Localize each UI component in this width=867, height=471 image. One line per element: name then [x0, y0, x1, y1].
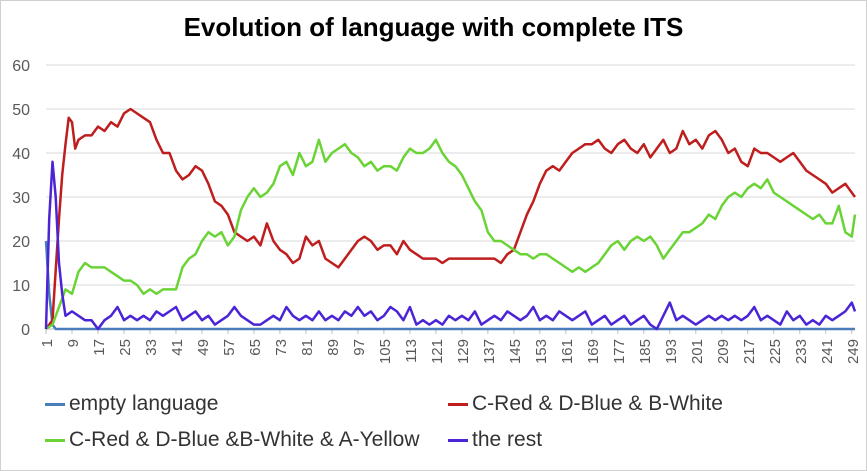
- legend-label: C-Red & D-Blue &B-White & A-Yellow: [69, 428, 420, 451]
- x-tick-label: 81: [299, 339, 316, 356]
- x-tick-label: 49: [195, 339, 212, 356]
- x-tick-label: 97: [351, 339, 368, 356]
- legend-label: C-Red & D-Blue & B-White: [472, 392, 723, 415]
- x-tick-label: 121: [429, 339, 446, 364]
- legend-swatch: [45, 438, 65, 442]
- x-tick-label: 113: [403, 339, 420, 363]
- y-tick-label: 50: [12, 102, 30, 119]
- x-tick-label: 33: [143, 339, 160, 356]
- x-tick-label: 129: [455, 339, 472, 364]
- x-tick-label: 89: [325, 339, 342, 356]
- x-tick-label: 161: [559, 339, 576, 364]
- y-tick-label: 30: [12, 190, 30, 207]
- x-tick-label: 41: [169, 339, 186, 356]
- x-tick-label: 201: [689, 339, 706, 364]
- legend-swatch: [448, 402, 468, 406]
- x-tick-label: 193: [663, 339, 680, 364]
- series-line-3: [45, 138, 857, 331]
- legend-label: empty language: [69, 392, 219, 415]
- y-tick-label: 10: [12, 278, 30, 295]
- x-tick-label: 57: [221, 339, 238, 356]
- y-tick-label: 0: [21, 322, 30, 339]
- x-tick-label: 209: [715, 339, 732, 364]
- legend-item: C-Red & D-Blue & B-White: [448, 392, 723, 416]
- x-tick-label: 217: [741, 339, 758, 364]
- x-tick-label: 249: [845, 339, 862, 364]
- legend-item: the rest: [448, 428, 542, 452]
- x-tick-label: 9: [65, 339, 82, 347]
- x-tick-label: 145: [507, 339, 524, 364]
- series-line-2: [44, 107, 857, 330]
- series-line-4: [44, 160, 857, 331]
- legend-item: empty language: [45, 392, 218, 416]
- x-tick-label: 105: [377, 339, 394, 364]
- legend-swatch: [45, 402, 65, 406]
- x-tick-label: 241: [819, 339, 836, 364]
- x-tick-label: 153: [533, 339, 550, 364]
- legend-item: C-Red & D-Blue &B-White & A-Yellow: [45, 428, 420, 452]
- x-tick-label: 73: [273, 339, 290, 356]
- legend-swatch: [448, 438, 468, 442]
- y-tick-label: 20: [12, 234, 30, 251]
- x-tick-label: 169: [585, 339, 602, 364]
- x-tick-label: 177: [611, 339, 628, 364]
- x-tick-label: 233: [793, 339, 810, 364]
- x-tick-label: 225: [767, 339, 784, 364]
- x-tick-label: 65: [247, 339, 264, 356]
- x-tick-label: 185: [637, 339, 654, 364]
- chart-title: Evolution of language with complete ITS: [183, 12, 684, 42]
- legend-label: the rest: [472, 428, 543, 451]
- y-tick-label: 40: [12, 146, 30, 163]
- x-tick-label: 1: [39, 339, 56, 347]
- x-tick-label: 25: [117, 339, 134, 356]
- x-tick-label: 137: [481, 339, 498, 364]
- x-tick-label: 17: [91, 339, 108, 356]
- y-tick-label: 60: [12, 58, 30, 75]
